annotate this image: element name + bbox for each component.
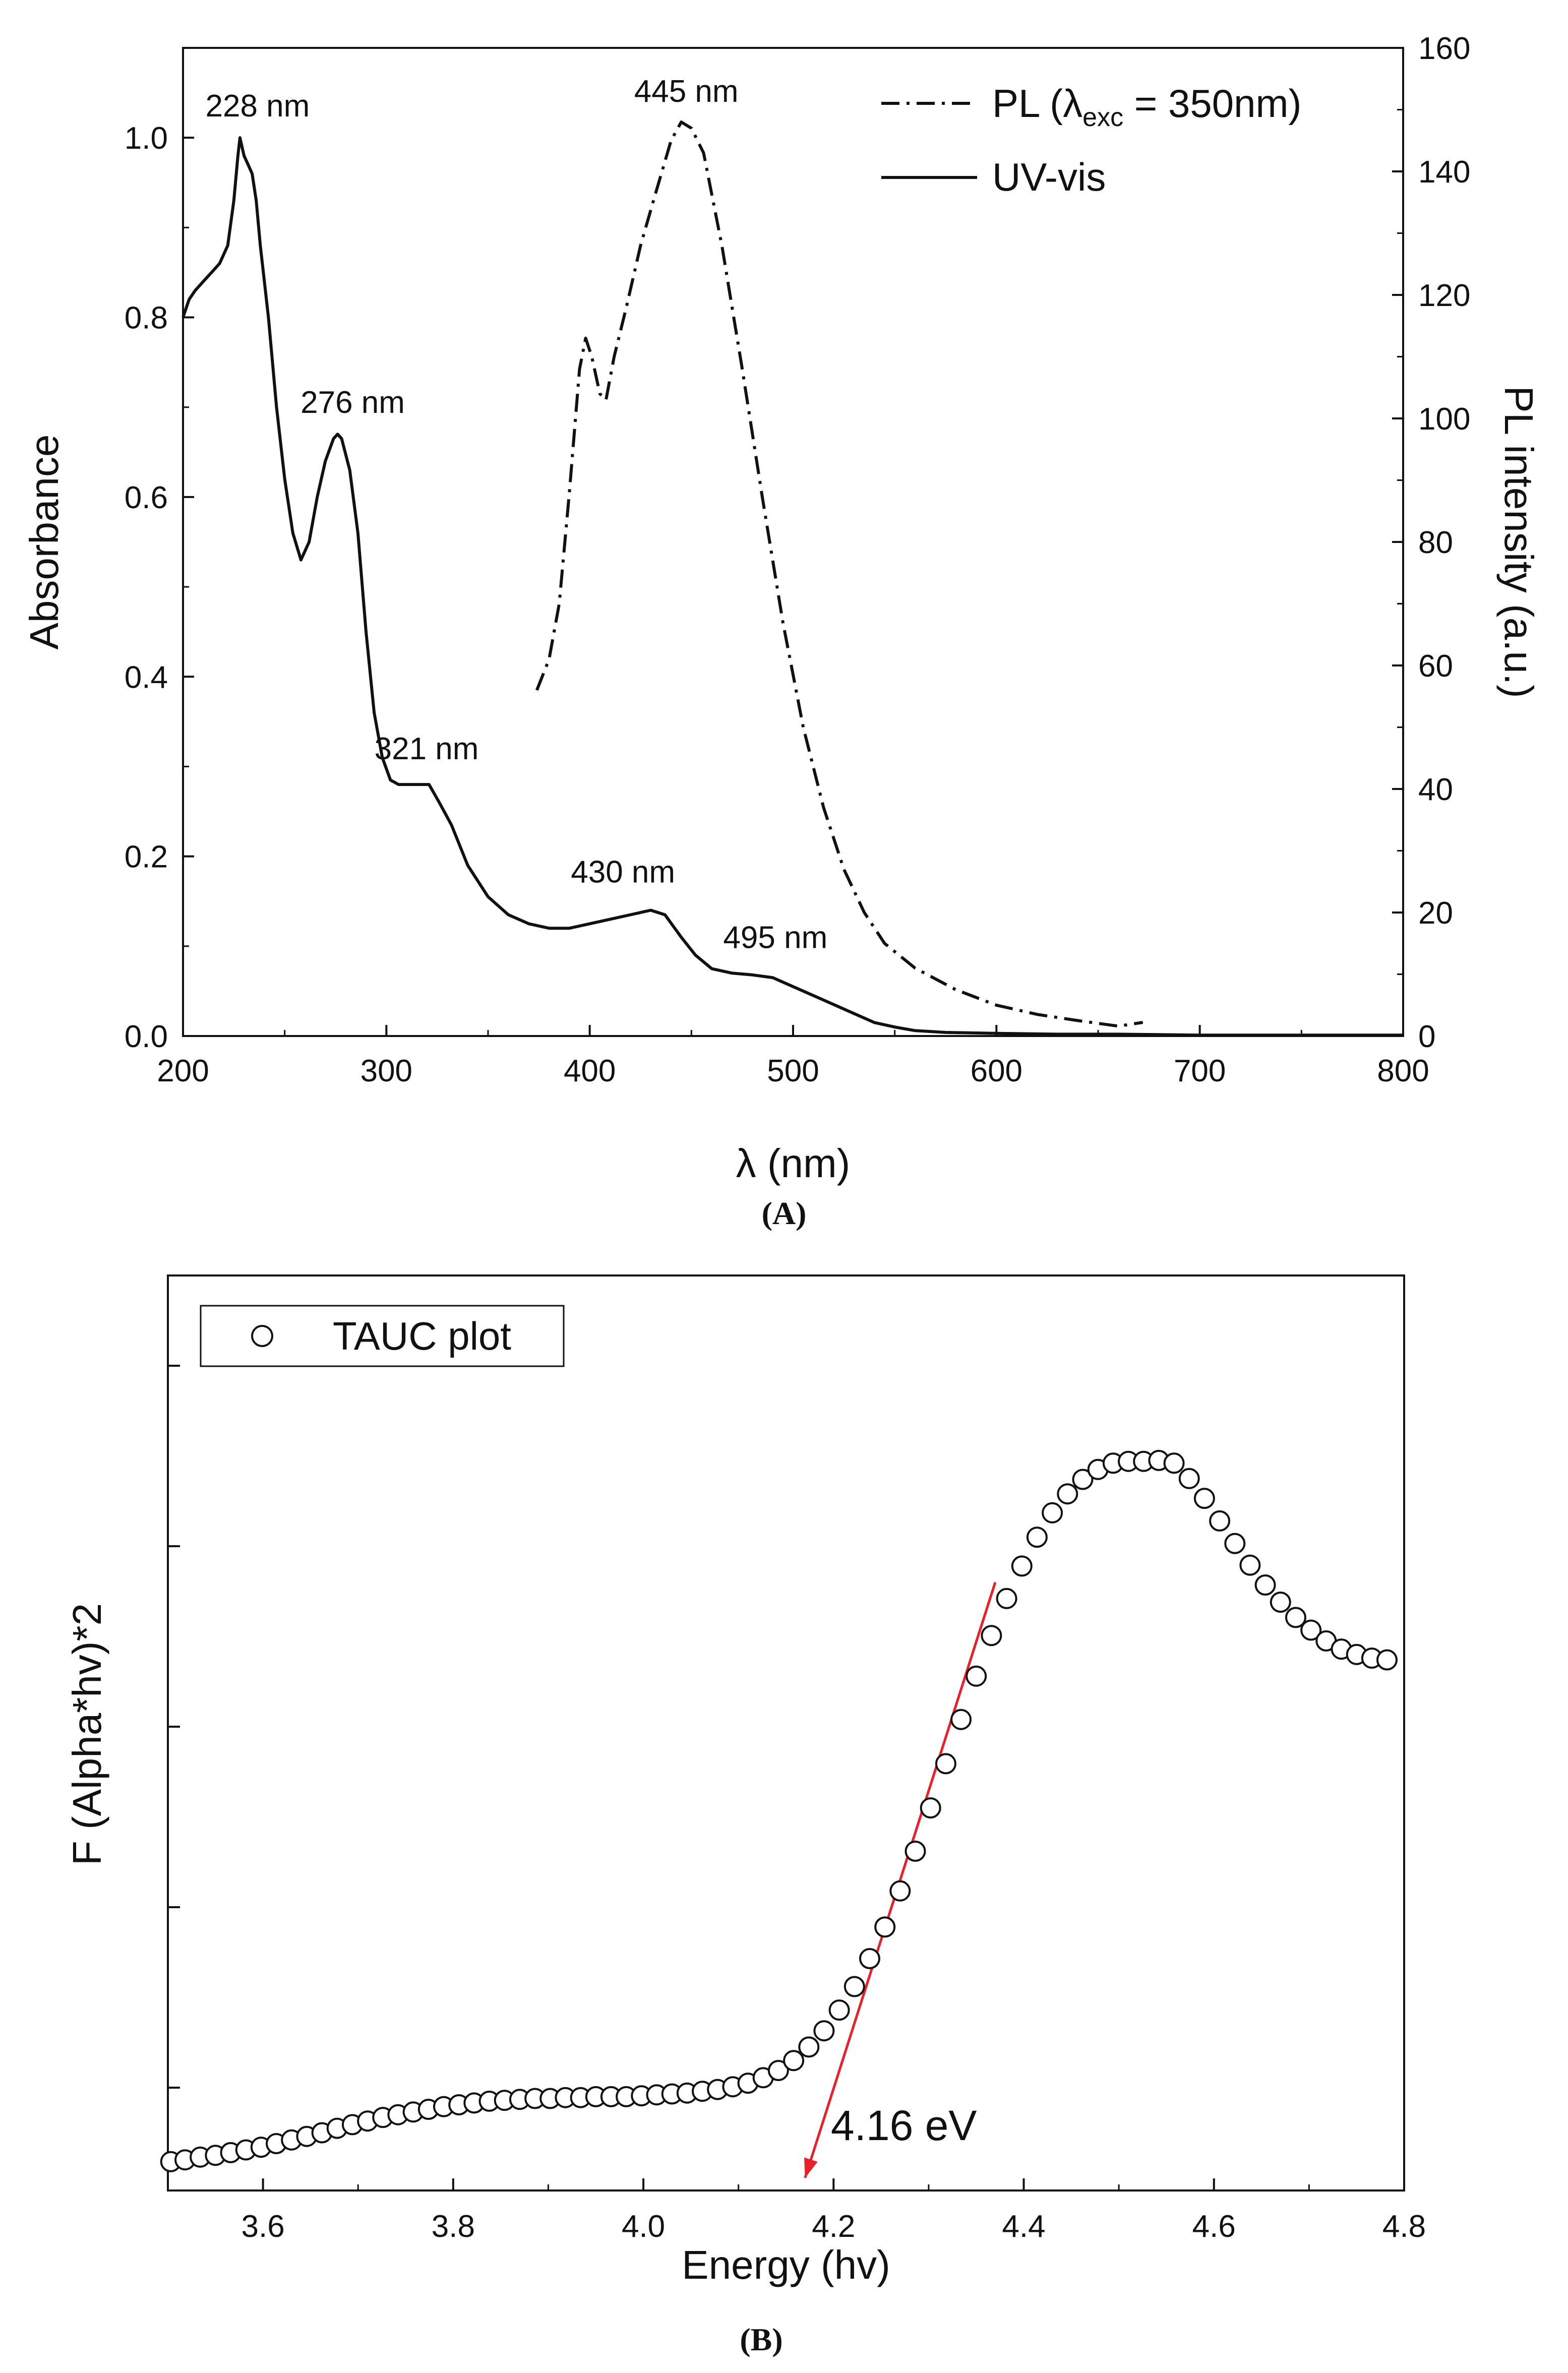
tauc-data-point: [1300, 1619, 1322, 1641]
tauc-data-point: [1193, 1488, 1215, 1509]
tauc-data-point: [1072, 1469, 1094, 1490]
tauc-fit-line: [804, 1581, 997, 2178]
panel-a-y2-axis-title: PL intensity (a.u.): [1496, 386, 1541, 698]
tauc-data-point: [767, 2060, 789, 2081]
panel-a-y2-tick-label: 100: [1418, 402, 1470, 437]
tauc-data-point: [828, 1999, 850, 2021]
tauc-data-point: [1270, 1592, 1291, 1613]
panel-b-y-axis-title: F (Alpha*hv)*2: [65, 1603, 109, 1865]
tauc-data-point: [843, 1976, 865, 1997]
panel-a-x-tick-label: 200: [157, 1054, 209, 1088]
panel-a-peak-annotation: 276 nm: [300, 385, 405, 420]
tauc-data-point: [798, 2036, 820, 2058]
panel-a-x-tick-label: 700: [1174, 1054, 1226, 1088]
tauc-data-point: [1224, 1533, 1246, 1554]
panel-b-legend: TAUC plot: [200, 1305, 565, 1367]
panel-a: 200 300 400 500 600 700 800 0.00.20.40.60.81.0…: [22, 31, 1541, 1231]
tauc-data-point: [813, 2020, 835, 2042]
tauc-data-point: [1209, 1510, 1231, 1532]
panel-b-x-tick-label: 3.6: [242, 2209, 285, 2244]
panel-a-y2-tick-label: 160: [1418, 31, 1470, 66]
panel-a-y-tick-label: 0.8: [125, 301, 168, 336]
tauc-data-point: [935, 1753, 956, 1775]
panel-a-x-tick-label: 500: [767, 1054, 819, 1088]
panel-a-y2-tick-label: 120: [1418, 278, 1470, 313]
panel-b-x-tick-label: 4.2: [812, 2209, 855, 2244]
panel-a-frame: [182, 47, 1404, 1037]
panel-b-x-axis-title: Energy (hv): [682, 2242, 890, 2287]
panel-b-x-tick-label: 4.8: [1382, 2209, 1426, 2244]
tauc-data-point: [981, 1625, 1002, 1647]
tauc-fit-arrowhead: [804, 2157, 818, 2178]
panel-a-y-tick-label: 1.0: [125, 121, 168, 156]
pl-series-line: [535, 120, 1143, 1028]
panel-a-legend: PL (λexc = 350nm) UV-vis: [881, 81, 1301, 199]
panel-a-peak-annotation: 495 nm: [723, 920, 827, 955]
panel-a-y2-tick-label: 0: [1418, 1019, 1435, 1054]
panel-b-x-tick-label: 3.8: [432, 2209, 475, 2244]
panel-a-y-tick-label: 0.0: [125, 1019, 168, 1054]
tauc-data-point: [950, 1709, 972, 1730]
panel-a-label: (A): [762, 1195, 807, 1231]
legend-uv-label: UV-vis: [992, 155, 1106, 199]
panel-a-y2-tick-label: 60: [1418, 649, 1453, 684]
panel-a-x-tick-label: 800: [1377, 1054, 1429, 1088]
tauc-data-point: [966, 1665, 987, 1687]
band-gap-annotation: 4.16 eV: [831, 2102, 977, 2149]
panel-a-x-axis-title: λ (nm): [736, 1141, 851, 1186]
panel-a-y-tick-label: 0.6: [125, 480, 168, 515]
panel-b-x-tick-label: 4.0: [622, 2209, 665, 2244]
panel-a-y2-tick-label: 80: [1418, 525, 1453, 560]
tauc-data-point: [1011, 1555, 1033, 1577]
panel-a-peak-annotation: 445 nm: [634, 74, 739, 109]
panel-a-y2-tick-label: 20: [1418, 896, 1453, 931]
panel-a-y2-tick-label: 40: [1418, 772, 1453, 807]
tauc-data-point: [1042, 1502, 1063, 1524]
panel-b: 3.6 3.8 4.0 4.2 4.4 4.6 4.8 4.16 eV Energy (hv…: [65, 1274, 1426, 2357]
legend-tauc-marker: [251, 1325, 273, 1347]
tauc-data-point: [1178, 1468, 1200, 1489]
tauc-data-point: [1057, 1483, 1078, 1505]
tauc-data-point: [1239, 1554, 1261, 1576]
panel-b-label: (B): [740, 2322, 782, 2357]
tauc-data-point: [996, 1588, 1017, 1609]
tauc-data-point: [859, 1948, 880, 1969]
legend-tauc-label: TAUC plot: [333, 1314, 511, 1358]
panel-b-frame: [167, 1274, 1405, 2192]
panel-a-y-tick-label: 0.4: [125, 660, 168, 695]
tauc-data-point: [1285, 1607, 1306, 1628]
tauc-data-point: [783, 2050, 805, 2072]
panel-a-y2-tick-label: 140: [1418, 155, 1470, 190]
panel-a-peak-annotation: 430 nm: [571, 855, 675, 890]
tauc-data-point: [1376, 1649, 1398, 1671]
panel-b-x-tick-label: 4.4: [1002, 2209, 1045, 2244]
tauc-data-point: [904, 1841, 926, 1862]
panel-a-x-tick-label: 300: [360, 1054, 412, 1088]
tauc-data-point: [889, 1880, 911, 1902]
tauc-data-point: [874, 1916, 896, 1938]
uv-vis-series-line: [182, 136, 1403, 1037]
panel-a-peak-annotation: 228 nm: [206, 89, 310, 124]
panel-a-peak-annotation: 321 nm: [375, 732, 479, 766]
tauc-data-point: [1254, 1574, 1276, 1596]
tauc-data-point: [920, 1797, 941, 1819]
legend-pl-label: PL (λexc = 350nm): [992, 81, 1301, 132]
panel-b-x-tick-label: 4.6: [1192, 2209, 1236, 2244]
panel-a-y-axis-title: Absorbance: [22, 435, 67, 650]
legend-box: [200, 1305, 565, 1367]
panel-a-x-tick-label: 400: [564, 1054, 616, 1088]
panel-a-x-tick-label: 600: [971, 1054, 1022, 1088]
tauc-data-point: [1026, 1527, 1048, 1548]
panel-a-y-tick-label: 0.2: [125, 840, 168, 875]
tauc-data-point: [1163, 1452, 1185, 1474]
